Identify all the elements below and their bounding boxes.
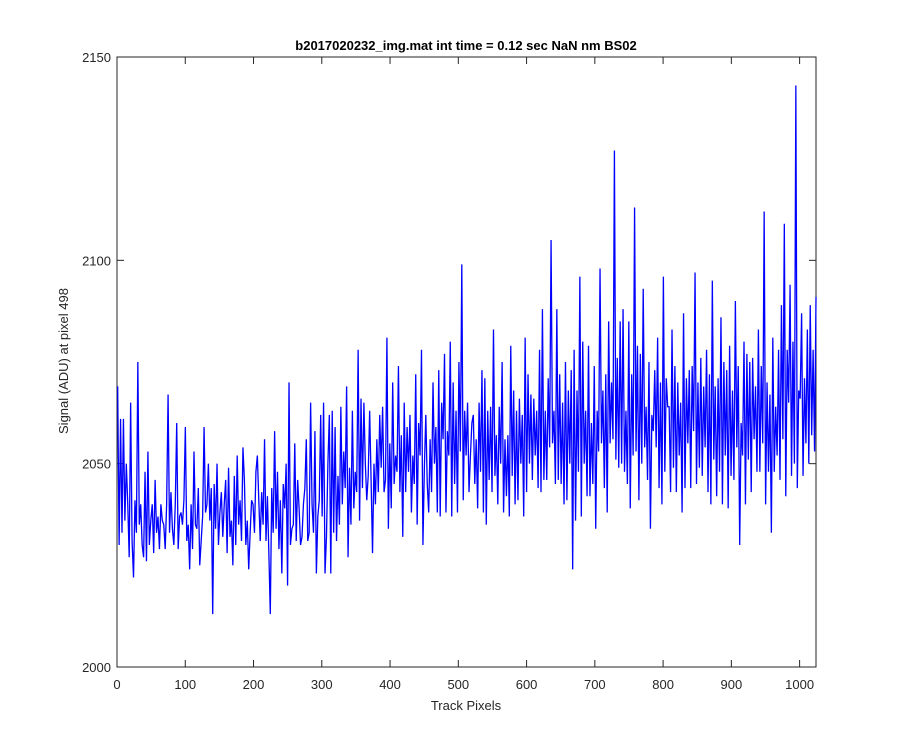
- x-tick-label: 800: [652, 677, 674, 692]
- x-tick-label: 500: [447, 677, 469, 692]
- x-tick-label: 400: [379, 677, 401, 692]
- x-tick-label: 600: [516, 677, 538, 692]
- x-tick-label: 0: [113, 677, 120, 692]
- x-tick-label: 200: [243, 677, 265, 692]
- y-tick-label: 2150: [82, 50, 111, 65]
- x-tick-label: 1000: [785, 677, 814, 692]
- y-tick-label: 2050: [82, 457, 111, 472]
- x-tick-label: 900: [721, 677, 743, 692]
- plot-area: [116, 56, 817, 668]
- axes-box: [116, 56, 817, 668]
- y-axis-ticks: 2000 2050 2100 2150: [82, 50, 816, 675]
- x-axis-label: Track Pixels: [431, 698, 502, 713]
- series-layer: [117, 85, 817, 615]
- series-line: [117, 85, 817, 615]
- chart-title: b2017020232_img.mat int time = 0.12 sec …: [295, 38, 636, 53]
- x-tick-label: 700: [584, 677, 606, 692]
- y-axis-label: Signal (ADU) at pixel 498: [56, 288, 71, 434]
- x-tick-label: 100: [174, 677, 196, 692]
- x-axis-ticks: 0 100 200 300 400 500 600 700 800 900 1000: [113, 57, 814, 692]
- x-tick-label: 300: [311, 677, 333, 692]
- y-tick-label: 2100: [82, 253, 111, 268]
- y-tick-label: 2000: [82, 660, 111, 675]
